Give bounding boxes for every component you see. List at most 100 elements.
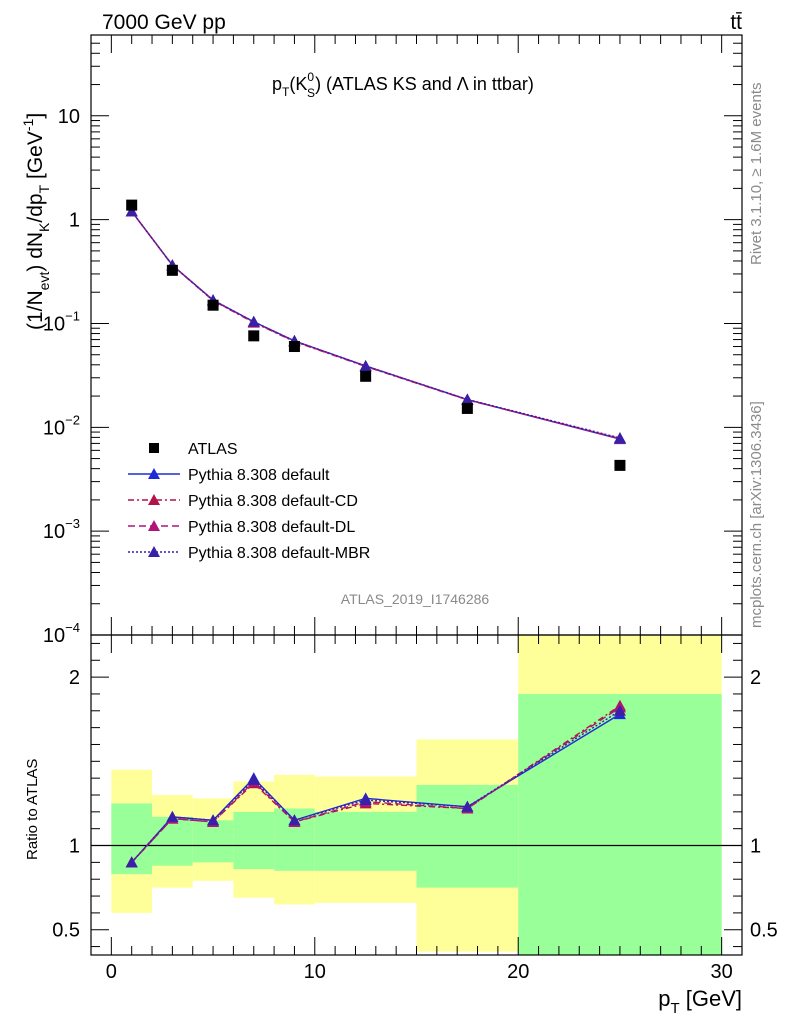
y-tick-exponent: −2 xyxy=(65,412,80,427)
data-point-marker xyxy=(248,330,260,342)
ratio-series-marker xyxy=(207,814,220,826)
analysis-id-label: ATLAS_2019_I1746286 xyxy=(341,591,490,607)
mc-series-marker xyxy=(613,431,626,443)
legend-label: Pythia 8.308 default-DL xyxy=(188,519,355,536)
y-tick-base: 10 xyxy=(43,625,65,647)
mc-series-marker xyxy=(359,359,372,371)
ylabel-part: K xyxy=(36,222,52,232)
title-part: 0 xyxy=(307,70,314,84)
title-part: T xyxy=(282,85,290,99)
band-green xyxy=(152,816,193,866)
ratio-series-marker xyxy=(247,773,260,785)
y-tick-label: 1 xyxy=(69,210,80,232)
mc-series-marker xyxy=(125,205,138,217)
data-point-marker xyxy=(166,264,178,276)
ylabel-part: /dp xyxy=(24,193,47,222)
main-plot-title: pT(K0 S) (ATLAS KS and Λ in ttbar) xyxy=(272,70,534,100)
y-tick-label: 10−2 xyxy=(43,412,80,439)
legend-marker-data xyxy=(149,443,159,453)
y-tick-label: 1 xyxy=(69,836,80,858)
ratio-series-marker xyxy=(613,704,626,716)
legend-label: Pythia 8.308 default-MBR xyxy=(188,545,370,562)
y-tick-label: 10−3 xyxy=(43,516,80,543)
main-y-axis-label: (1/Nevt) dNK/dpT [GeV-1] xyxy=(20,113,52,330)
ratio-series-marker xyxy=(125,856,138,868)
y-tick-label-right: 0.5 xyxy=(750,920,778,942)
title-part: S xyxy=(307,86,315,100)
ratio-series-marker xyxy=(166,810,179,822)
y-tick-label: 10−4 xyxy=(43,620,80,647)
legend-marker xyxy=(148,494,160,505)
mcplots-label: mcplots.cern.ch [arXiv:1306.3436] xyxy=(748,401,765,628)
legend-marker xyxy=(148,546,160,557)
title-part: (K xyxy=(289,74,307,94)
y-tick-label: 10 xyxy=(58,106,80,128)
y-tick-label-right: 1 xyxy=(750,836,761,858)
y-tick-label: 2 xyxy=(69,667,80,689)
energy-label: 7000 GeV pp xyxy=(102,11,226,34)
ylabel-part: ] xyxy=(24,113,47,119)
ratio-series-line xyxy=(131,706,621,863)
y-tick-base: 10 xyxy=(43,417,65,439)
data-point-marker xyxy=(461,402,473,414)
y-tick-exponent: −1 xyxy=(65,308,80,323)
data-point-marker xyxy=(288,341,300,353)
ratio-series-marker xyxy=(359,794,372,806)
legend: ATLAS Pythia 8.308 default Pythia 8.308 de… xyxy=(128,441,370,562)
title-part: ) (ATLAS KS and Λ in ttbar) xyxy=(315,74,534,94)
ratio-series-line xyxy=(131,713,621,863)
ylabel-part: -1 xyxy=(20,118,36,131)
y-tick-base: 1 xyxy=(69,210,80,232)
x-tick-label: 20 xyxy=(507,961,529,983)
process-label: tt̄ xyxy=(730,11,742,34)
x-tick-label: 0 xyxy=(106,961,117,983)
x-tick-label: 30 xyxy=(711,961,733,983)
legend-label: ATLAS xyxy=(188,441,238,458)
ratio-y-axis-label: Ratio to ATLAS xyxy=(24,759,41,860)
legend-label: Pythia 8.308 default-CD xyxy=(188,493,358,510)
xlabel-part: T xyxy=(670,1000,679,1017)
main-plot-marks xyxy=(125,199,626,471)
y-tick-base: 10 xyxy=(43,313,65,335)
y-tick-label-right: 2 xyxy=(750,667,761,689)
band-green xyxy=(518,693,722,955)
legend-label: Pythia 8.308 default xyxy=(188,467,330,484)
x-tick-label: 10 xyxy=(304,961,326,983)
band-green xyxy=(416,784,519,888)
ylabel-part: ) dN xyxy=(24,232,47,272)
ylabel-part: (1/N xyxy=(24,290,47,330)
ylabel-part: T xyxy=(36,184,52,193)
ratio-axis-ticks: 0 10 20 30 0.5 0.5 1 1 2 2 xyxy=(52,635,778,983)
title-part: p xyxy=(272,74,282,94)
y-tick-exponent: −3 xyxy=(65,516,80,531)
legend-marker xyxy=(148,520,160,531)
xlabel-part: [GeV] xyxy=(680,986,742,1011)
band-green xyxy=(233,811,275,870)
legend-marker xyxy=(148,468,160,479)
y-tick-base: 10 xyxy=(58,106,80,128)
y-tick-label: 0.5 xyxy=(52,920,80,942)
ylabel-part: [GeV xyxy=(24,131,47,185)
mc-series-marker xyxy=(461,393,474,405)
x-axis-label: pT [GeV] xyxy=(658,986,742,1017)
ratio-plot-frame xyxy=(90,634,743,956)
data-point-marker xyxy=(207,299,219,311)
xlabel-part: p xyxy=(658,986,670,1011)
ratio-series-marker xyxy=(288,814,301,826)
y-tick-label: 10−1 xyxy=(43,308,80,335)
mc-series-line xyxy=(131,210,621,439)
band-green xyxy=(314,811,417,871)
band-green xyxy=(192,820,234,863)
data-point-marker xyxy=(126,199,138,211)
y-tick-exponent: −4 xyxy=(65,620,80,635)
ylabel-part: evt xyxy=(36,272,52,291)
ratio-uncertainty-bands xyxy=(111,635,722,955)
data-point-marker xyxy=(360,370,372,382)
rivet-label: Rivet 3.1.10, ≥ 1.6M events xyxy=(748,83,765,266)
ratio-plot-marks xyxy=(125,699,626,868)
mc-series-marker xyxy=(247,315,260,327)
data-point-marker xyxy=(614,459,626,471)
ratio-series-marker xyxy=(461,800,474,812)
